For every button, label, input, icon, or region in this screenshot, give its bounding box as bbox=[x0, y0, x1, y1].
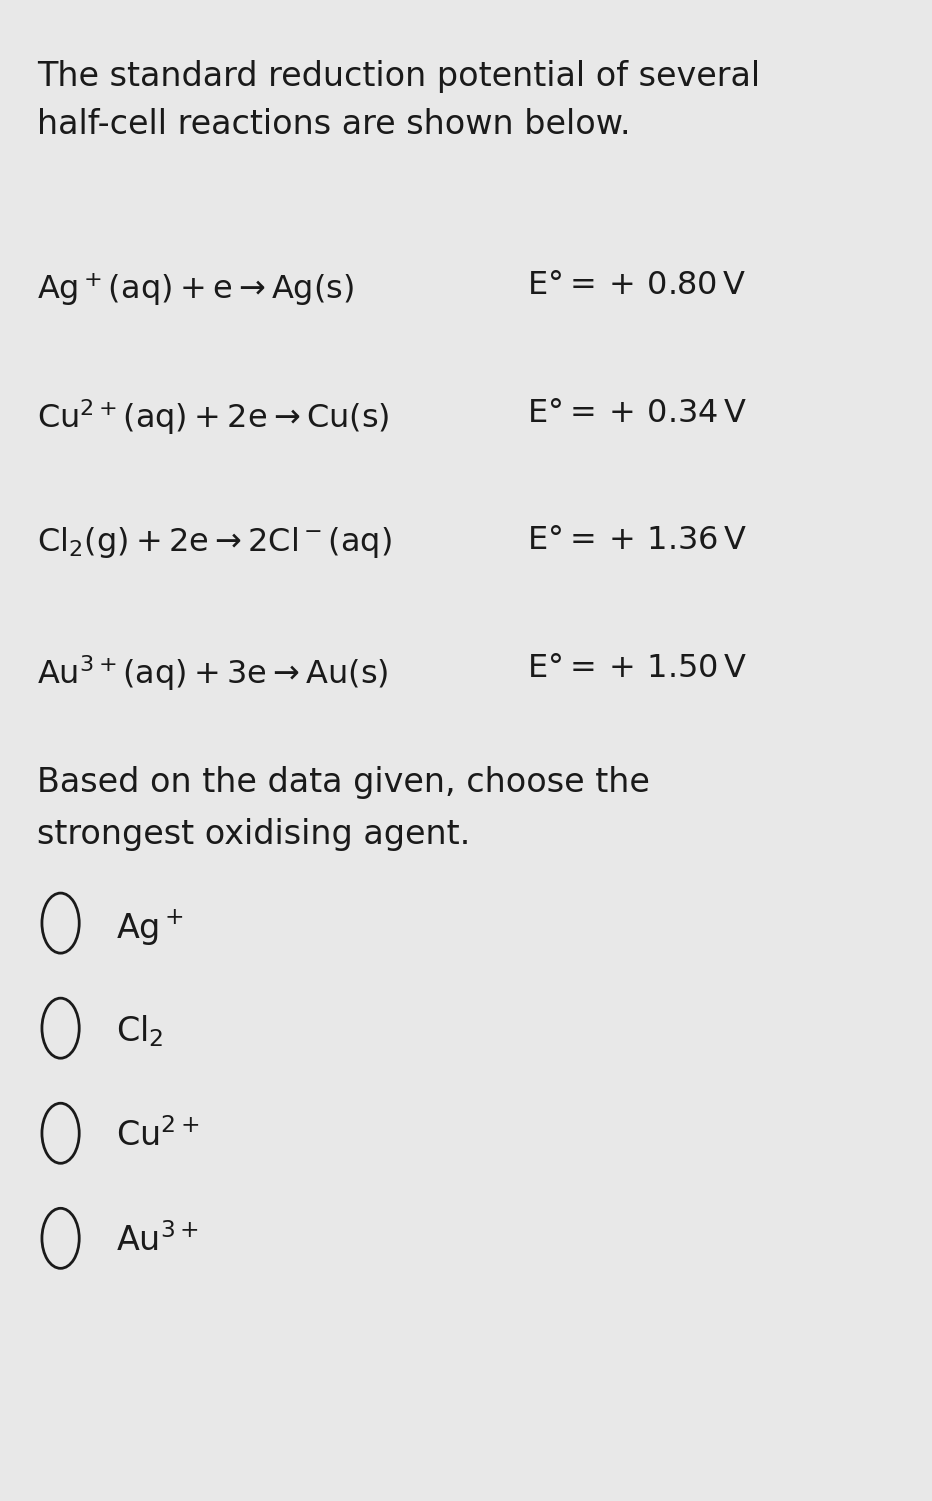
Text: Based on the data given, choose the: Based on the data given, choose the bbox=[37, 766, 651, 799]
Text: The standard reduction potential of several: The standard reduction potential of seve… bbox=[37, 60, 761, 93]
Text: $\mathrm{Cl_2(g) + 2e \rightarrow 2Cl^-(aq)}$: $\mathrm{Cl_2(g) + 2e \rightarrow 2Cl^-(… bbox=[37, 525, 392, 560]
Text: $\mathrm{E° = +\,0.34\,V}$: $\mathrm{E° = +\,0.34\,V}$ bbox=[527, 398, 747, 429]
Text: $\mathrm{Ag^+(aq) + e \rightarrow Ag(s)}$: $\mathrm{Ag^+(aq) + e \rightarrow Ag(s)}… bbox=[37, 270, 354, 308]
Text: $\mathrm{E° = +\,1.36\,V}$: $\mathrm{E° = +\,1.36\,V}$ bbox=[527, 525, 747, 557]
Text: strongest oxidising agent.: strongest oxidising agent. bbox=[37, 818, 471, 851]
Text: $\mathrm{Au^{3+}}$: $\mathrm{Au^{3+}}$ bbox=[116, 1223, 199, 1258]
Text: $\mathrm{Au^{3+}(aq) + 3e \rightarrow Au(s)}$: $\mathrm{Au^{3+}(aq) + 3e \rightarrow Au… bbox=[37, 653, 389, 692]
Text: $\mathrm{E° = +\,0.80\,V}$: $\mathrm{E° = +\,0.80\,V}$ bbox=[527, 270, 746, 302]
Text: $\mathrm{Cl_2}$: $\mathrm{Cl_2}$ bbox=[116, 1013, 164, 1049]
Text: $\mathrm{Ag^+}$: $\mathrm{Ag^+}$ bbox=[116, 908, 185, 947]
Text: $\mathrm{Cu^{2+}}$: $\mathrm{Cu^{2+}}$ bbox=[116, 1118, 199, 1153]
Text: $\mathrm{Cu^{2+}(aq) + 2e \rightarrow Cu(s)}$: $\mathrm{Cu^{2+}(aq) + 2e \rightarrow Cu… bbox=[37, 398, 390, 437]
Text: $\mathrm{E° = +\,1.50\,V}$: $\mathrm{E° = +\,1.50\,V}$ bbox=[527, 653, 747, 684]
Text: half-cell reactions are shown below.: half-cell reactions are shown below. bbox=[37, 108, 631, 141]
